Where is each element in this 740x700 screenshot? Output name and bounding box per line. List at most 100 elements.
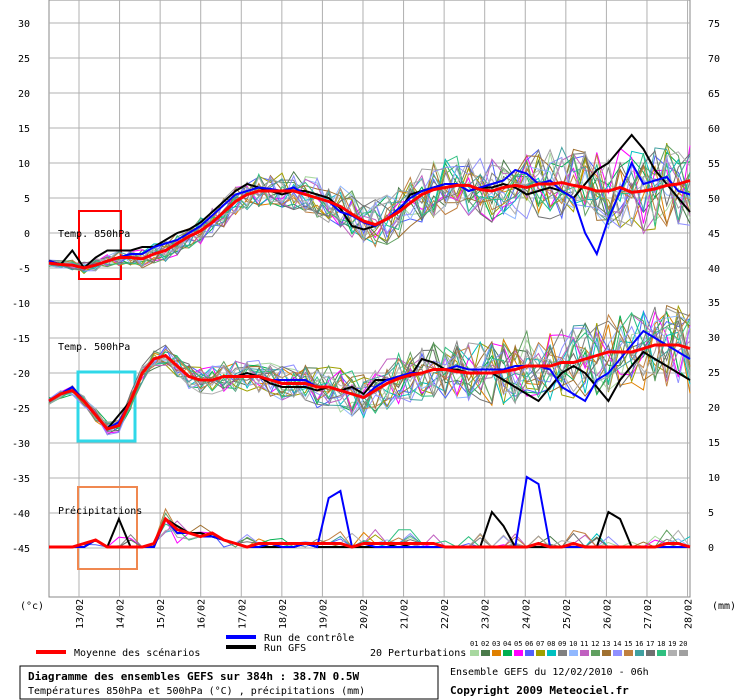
left-tick-label: -45 bbox=[12, 544, 30, 555]
perturbation-500-line bbox=[48, 314, 691, 436]
right-tick-label: 70 bbox=[708, 54, 720, 65]
perturbation-500-line bbox=[48, 326, 691, 429]
right-tick-label: 55 bbox=[708, 159, 720, 170]
perturbation-id: 09 bbox=[558, 640, 566, 648]
perturbation-swatch bbox=[613, 650, 622, 656]
perturbation-swatch bbox=[624, 650, 633, 656]
perturbation-swatch bbox=[481, 650, 490, 656]
perturbation-id: 10 bbox=[569, 640, 577, 648]
panel-label-precip: Précipitations bbox=[58, 505, 142, 517]
x-tick-label: 25/02 bbox=[562, 599, 573, 629]
axis-labels: 302520151050-5-10-15-20-25-30-35-40-4575… bbox=[12, 19, 720, 629]
right-tick-label: 65 bbox=[708, 89, 720, 100]
left-tick-label: -5 bbox=[18, 264, 30, 275]
x-tick-label: 20/02 bbox=[359, 599, 370, 629]
left-tick-label: -40 bbox=[12, 509, 30, 520]
gridlines bbox=[49, 0, 690, 597]
perturbation-id: 06 bbox=[525, 640, 533, 648]
left-tick-label: 20 bbox=[18, 89, 30, 100]
right-precip-tick-label: 30 bbox=[708, 333, 720, 344]
x-tick-label: 27/02 bbox=[643, 599, 654, 629]
x-tick-label: 14/02 bbox=[116, 599, 127, 629]
legend-mean-label: Moyenne des scénarios bbox=[74, 647, 200, 659]
x-tick-label: 16/02 bbox=[197, 599, 208, 629]
footer-ensemble: Ensemble GEFS du 12/02/2010 - 06h bbox=[450, 667, 649, 678]
panel-label-500hpa: Temp. 500hPa bbox=[58, 342, 130, 353]
perturbation-swatch bbox=[657, 650, 666, 656]
perturbation-swatch bbox=[602, 650, 611, 656]
highlight-boxes bbox=[76, 210, 138, 570]
perturbation-id: 11 bbox=[580, 640, 588, 648]
perturbation-id: 04 bbox=[503, 640, 511, 648]
right-tick-label: 40 bbox=[708, 264, 720, 275]
perturbation-id: 12 bbox=[591, 640, 599, 648]
perturbation-id: 18 bbox=[657, 640, 665, 648]
right-precip-tick-label: 35 bbox=[708, 298, 720, 309]
x-tick-label: 21/02 bbox=[400, 599, 411, 629]
perturbation-850-line bbox=[48, 152, 691, 268]
perturbation-850-line bbox=[48, 152, 691, 272]
right-tick-label: 50 bbox=[708, 194, 720, 205]
box-precip bbox=[77, 486, 138, 570]
perturbation-id: 16 bbox=[635, 640, 643, 648]
perturbation-swatch bbox=[580, 650, 589, 656]
left-tick-label: -10 bbox=[12, 299, 30, 310]
box-500hpa bbox=[76, 370, 137, 443]
perturbation-id: 15 bbox=[624, 640, 632, 648]
x-tick-label: 23/02 bbox=[481, 599, 492, 629]
left-tick-label: 25 bbox=[18, 54, 30, 65]
perturbation-swatch bbox=[591, 650, 600, 656]
main-series-lines bbox=[48, 133, 691, 549]
left-tick-label: 10 bbox=[18, 159, 30, 170]
x-tick-label: 18/02 bbox=[278, 599, 289, 629]
perturbation-id: 08 bbox=[547, 640, 555, 648]
perturbation-swatch bbox=[514, 650, 523, 656]
left-tick-label: -35 bbox=[12, 474, 30, 485]
left-tick-label: -15 bbox=[12, 334, 30, 345]
right-precip-tick-label: 15 bbox=[708, 438, 720, 449]
perturbation-swatch bbox=[679, 650, 688, 656]
left-tick-label: 15 bbox=[18, 124, 30, 135]
footer-title-box bbox=[19, 665, 439, 700]
perturbation-swatch bbox=[536, 650, 545, 656]
perturbation-swatch bbox=[635, 650, 644, 656]
perturbation-id: 02 bbox=[481, 640, 489, 648]
perturbation-swatch bbox=[547, 650, 556, 656]
perturbation-swatch bbox=[646, 650, 655, 656]
mean-t850-line bbox=[48, 179, 691, 270]
plot-frame bbox=[48, 0, 691, 598]
left-tick-label: -20 bbox=[12, 369, 30, 380]
right-unit-label: (mm) bbox=[712, 601, 736, 612]
perturbation-850-line bbox=[48, 150, 691, 273]
left-tick-label: 30 bbox=[18, 19, 30, 30]
x-tick-label: 24/02 bbox=[521, 599, 532, 629]
footer-subtitle: Températures 850hPa et 500hPa (°C) , pré… bbox=[28, 685, 365, 697]
perturbation-id: 03 bbox=[492, 640, 500, 648]
x-tick-label: 26/02 bbox=[602, 599, 613, 629]
perturbation-id: 17 bbox=[646, 640, 654, 648]
perturbation-swatch bbox=[668, 650, 677, 656]
x-tick-label: 15/02 bbox=[156, 599, 167, 629]
legend-control-label: Run de contrôle bbox=[264, 632, 354, 644]
perturbation-swatch bbox=[569, 650, 578, 656]
perturbation-swatch bbox=[470, 650, 479, 656]
left-tick-label: -30 bbox=[12, 439, 30, 450]
x-tick-label: 19/02 bbox=[318, 599, 329, 629]
x-tick-label: 17/02 bbox=[237, 599, 248, 629]
legend-gfs-label: Run GFS bbox=[264, 643, 306, 654]
right-precip-tick-label: 10 bbox=[708, 473, 720, 484]
footer-title: Diagramme des ensembles GEFS sur 384h : … bbox=[28, 670, 360, 683]
perturbation-850-line bbox=[48, 149, 691, 269]
perturbation-id: 01 bbox=[470, 640, 478, 648]
mean-precip-line bbox=[49, 516, 691, 549]
left-tick-label: 0 bbox=[24, 229, 30, 240]
x-tick-label: 13/02 bbox=[75, 599, 86, 629]
perturbation-swatch bbox=[503, 650, 512, 656]
perturbation-swatch bbox=[558, 650, 567, 656]
right-tick-label: 45 bbox=[708, 229, 720, 240]
perturbation-id: 13 bbox=[602, 640, 610, 648]
right-precip-tick-label: 25 bbox=[708, 368, 720, 379]
perturbation-id: 14 bbox=[613, 640, 621, 648]
perturbation-swatch bbox=[492, 650, 501, 656]
panel-label-850hpa: Temp. 850hPa bbox=[58, 229, 130, 240]
